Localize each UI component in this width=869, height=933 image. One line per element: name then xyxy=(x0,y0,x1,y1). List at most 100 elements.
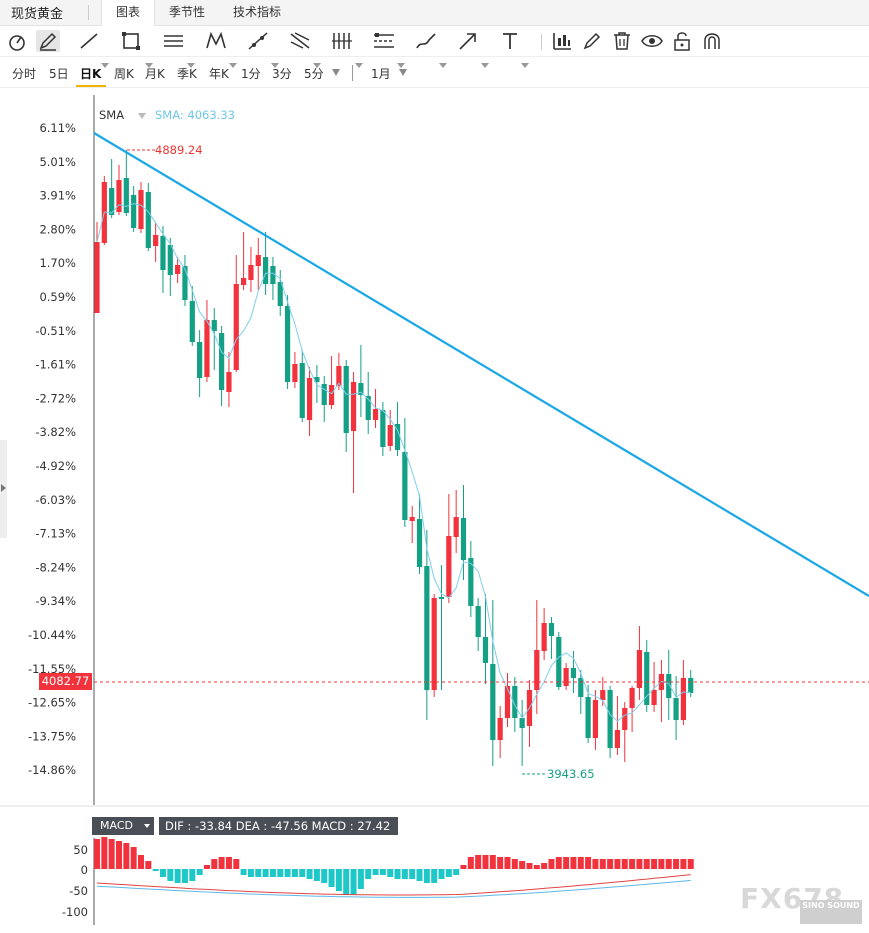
macd-bar xyxy=(519,861,526,869)
trash-icon[interactable] xyxy=(611,30,633,52)
arrow-icon[interactable] xyxy=(457,30,479,52)
macd-bar xyxy=(475,855,482,869)
period-3min[interactable]: 3分 xyxy=(272,67,292,81)
macd-bar xyxy=(570,857,577,869)
cross-lines-icon[interactable] xyxy=(289,30,311,52)
macd-bar xyxy=(467,857,474,869)
more-periods-chevron-icon[interactable] xyxy=(332,69,340,76)
chevron-down-icon[interactable] xyxy=(271,63,279,68)
candle-body xyxy=(570,668,577,678)
tab-chart[interactable]: 图表 xyxy=(101,0,155,26)
cursor-icon[interactable] xyxy=(7,30,27,52)
candle-body xyxy=(123,178,129,213)
period-intraday[interactable]: 分时 xyxy=(12,67,37,81)
macd-bar xyxy=(233,859,240,869)
period-daily[interactable]: 日K xyxy=(80,67,102,81)
candle-body xyxy=(585,697,591,738)
candle-body xyxy=(636,650,643,688)
fib-icon[interactable] xyxy=(331,30,353,52)
chevron-down-icon[interactable] xyxy=(101,63,109,68)
chevron-down-icon[interactable] xyxy=(138,113,146,119)
macd-bar xyxy=(497,857,504,869)
macd-bar xyxy=(526,863,533,869)
candle-body xyxy=(424,566,430,690)
chevron-down-icon[interactable] xyxy=(229,63,237,68)
chevron-down-icon[interactable] xyxy=(313,63,321,68)
chevron-down-icon[interactable] xyxy=(521,63,529,68)
price-chart[interactable]: 6.11% 5.01% 3.91% 2.80% 1.70% 0.59% -0.51% -1.6… xyxy=(0,88,869,933)
measure-icon[interactable] xyxy=(551,30,573,52)
parallel-lines-icon[interactable] xyxy=(163,30,185,52)
macd-bar xyxy=(533,865,540,869)
period-weekly[interactable]: 周K xyxy=(114,67,134,81)
candle-body xyxy=(387,425,393,446)
y-tick-label: 2.80% xyxy=(39,222,76,236)
candle-body xyxy=(475,606,481,637)
low-label: 3943.65 xyxy=(547,767,595,781)
pencil-icon[interactable] xyxy=(581,30,603,52)
candle-body xyxy=(402,452,408,520)
macd-bar xyxy=(409,869,416,879)
divider xyxy=(352,65,353,81)
text-icon[interactable] xyxy=(499,30,521,52)
divider xyxy=(541,34,542,50)
period-monthly[interactable]: 月K xyxy=(145,67,165,81)
macd-bar xyxy=(357,869,364,889)
period-5min[interactable]: 5分 xyxy=(304,67,324,81)
period-quarterly[interactable]: 季K xyxy=(177,67,197,81)
candle-body xyxy=(556,637,562,687)
chevron-down-icon[interactable] xyxy=(481,63,489,68)
macd-indicator-button[interactable]: MACD xyxy=(92,817,154,835)
magnet-icon[interactable] xyxy=(701,30,723,52)
macd-tick: 50 xyxy=(73,843,88,857)
pattern-icon[interactable] xyxy=(205,30,227,52)
macd-bar xyxy=(225,857,232,869)
brush-icon[interactable] xyxy=(415,30,437,52)
pen-icon[interactable] xyxy=(36,30,60,52)
eye-icon[interactable] xyxy=(641,30,663,52)
trendline[interactable] xyxy=(93,132,869,597)
chevron-down-icon[interactable] xyxy=(397,63,405,68)
tab-technical[interactable]: 技术指标 xyxy=(232,5,281,19)
macd-bar xyxy=(680,859,687,869)
candle-body xyxy=(394,424,401,450)
macd-bar xyxy=(489,855,496,869)
range-select[interactable]: 1月 xyxy=(371,67,391,81)
macd-bar xyxy=(607,859,614,869)
candle-body xyxy=(607,690,613,748)
range-chevron-icon[interactable] xyxy=(399,69,407,76)
lock-icon[interactable] xyxy=(671,30,693,52)
ray-icon[interactable] xyxy=(247,30,269,52)
macd-bar xyxy=(621,859,628,869)
chevron-down-icon[interactable] xyxy=(145,63,153,68)
macd-histogram xyxy=(94,837,694,895)
period-5day[interactable]: 5日 xyxy=(49,67,69,81)
candle-body xyxy=(644,652,650,705)
period-1min[interactable]: 1分 xyxy=(241,67,261,81)
period-yearly[interactable]: 年K xyxy=(209,67,229,81)
chevron-down-icon[interactable] xyxy=(355,63,363,68)
channel-icon[interactable] xyxy=(373,30,395,52)
macd-bar xyxy=(365,869,372,879)
chevron-down-icon[interactable] xyxy=(439,63,447,68)
tab-seasonality[interactable]: 季节性 xyxy=(168,5,205,19)
candle-body xyxy=(350,382,357,431)
y-tick-label: -2.72% xyxy=(35,391,76,405)
chevron-down-icon[interactable] xyxy=(187,63,195,68)
candle-body xyxy=(284,306,291,382)
macd-bar xyxy=(277,869,284,877)
macd-bar xyxy=(343,869,350,895)
indicator-name[interactable]: SMA xyxy=(99,108,125,122)
sidebar-toggle-handle[interactable] xyxy=(0,440,7,538)
macd-bar xyxy=(240,869,247,875)
y-tick-label: 6.11% xyxy=(39,121,76,135)
line-icon[interactable] xyxy=(79,30,99,52)
macd-bar xyxy=(541,863,548,869)
rectangle-icon[interactable] xyxy=(121,30,141,52)
candle-body xyxy=(211,320,217,331)
macd-bar xyxy=(247,869,254,877)
candle-body xyxy=(512,686,518,718)
candle-body xyxy=(666,674,672,698)
candle-body xyxy=(680,678,686,720)
watermark-badge: SINO SOUND xyxy=(800,900,862,924)
